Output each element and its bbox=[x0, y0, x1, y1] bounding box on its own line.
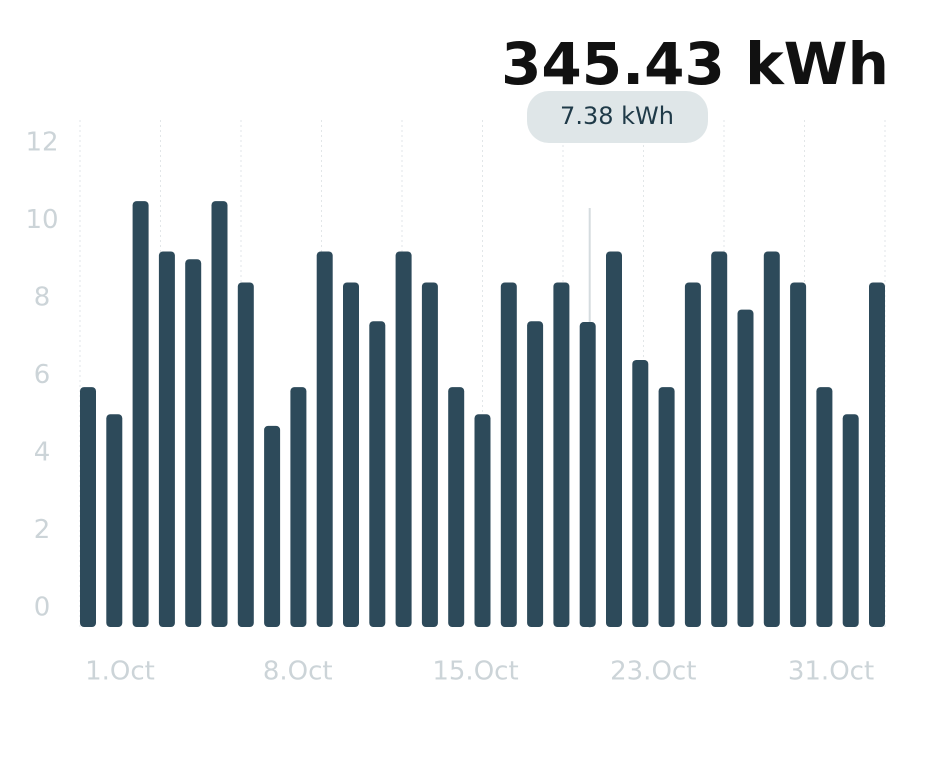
bar bbox=[264, 425, 281, 627]
bar bbox=[816, 387, 833, 627]
y-tick-label: 12 bbox=[25, 128, 58, 158]
bar bbox=[737, 309, 754, 627]
y-tick-label: 4 bbox=[34, 438, 51, 468]
bar bbox=[606, 251, 622, 627]
bar bbox=[790, 282, 807, 627]
bar bbox=[132, 201, 149, 627]
bar bbox=[579, 322, 596, 627]
bar bbox=[343, 282, 359, 627]
bar bbox=[316, 251, 333, 627]
tooltip-label: 7.38 kWh bbox=[560, 102, 674, 130]
x-tick-label: 8.Oct bbox=[263, 657, 333, 687]
bar bbox=[500, 282, 517, 627]
bar bbox=[421, 282, 438, 627]
chart-title: 345.43 kWh bbox=[501, 30, 889, 98]
bar bbox=[158, 251, 175, 627]
bar bbox=[290, 387, 307, 627]
x-tick-label: 31.Oct bbox=[788, 657, 874, 687]
bar bbox=[658, 387, 675, 627]
bar bbox=[106, 414, 123, 627]
y-tick-label: 0 bbox=[34, 593, 51, 623]
bar bbox=[80, 387, 96, 627]
bar bbox=[185, 259, 202, 627]
tooltip-box bbox=[527, 91, 708, 143]
y-tick-label: 2 bbox=[34, 515, 51, 545]
bar bbox=[632, 360, 649, 627]
bar bbox=[711, 251, 728, 627]
bar bbox=[369, 321, 386, 627]
y-tick-label: 6 bbox=[34, 360, 51, 390]
bar bbox=[763, 251, 780, 627]
x-tick-label: 15.Oct bbox=[432, 657, 518, 687]
x-tick-label: 23.Oct bbox=[610, 657, 696, 687]
bar bbox=[842, 414, 859, 627]
bar bbox=[395, 251, 412, 627]
y-tick-label: 8 bbox=[34, 283, 51, 313]
bar bbox=[237, 282, 254, 627]
bar bbox=[448, 387, 465, 627]
bar bbox=[211, 201, 228, 627]
bar bbox=[527, 321, 544, 627]
bar bbox=[684, 282, 701, 627]
y-tick-label: 10 bbox=[25, 205, 58, 235]
bar bbox=[474, 414, 491, 627]
bar bbox=[553, 282, 570, 627]
bar bbox=[869, 282, 885, 627]
x-tick-label: 1.Oct bbox=[85, 657, 155, 687]
